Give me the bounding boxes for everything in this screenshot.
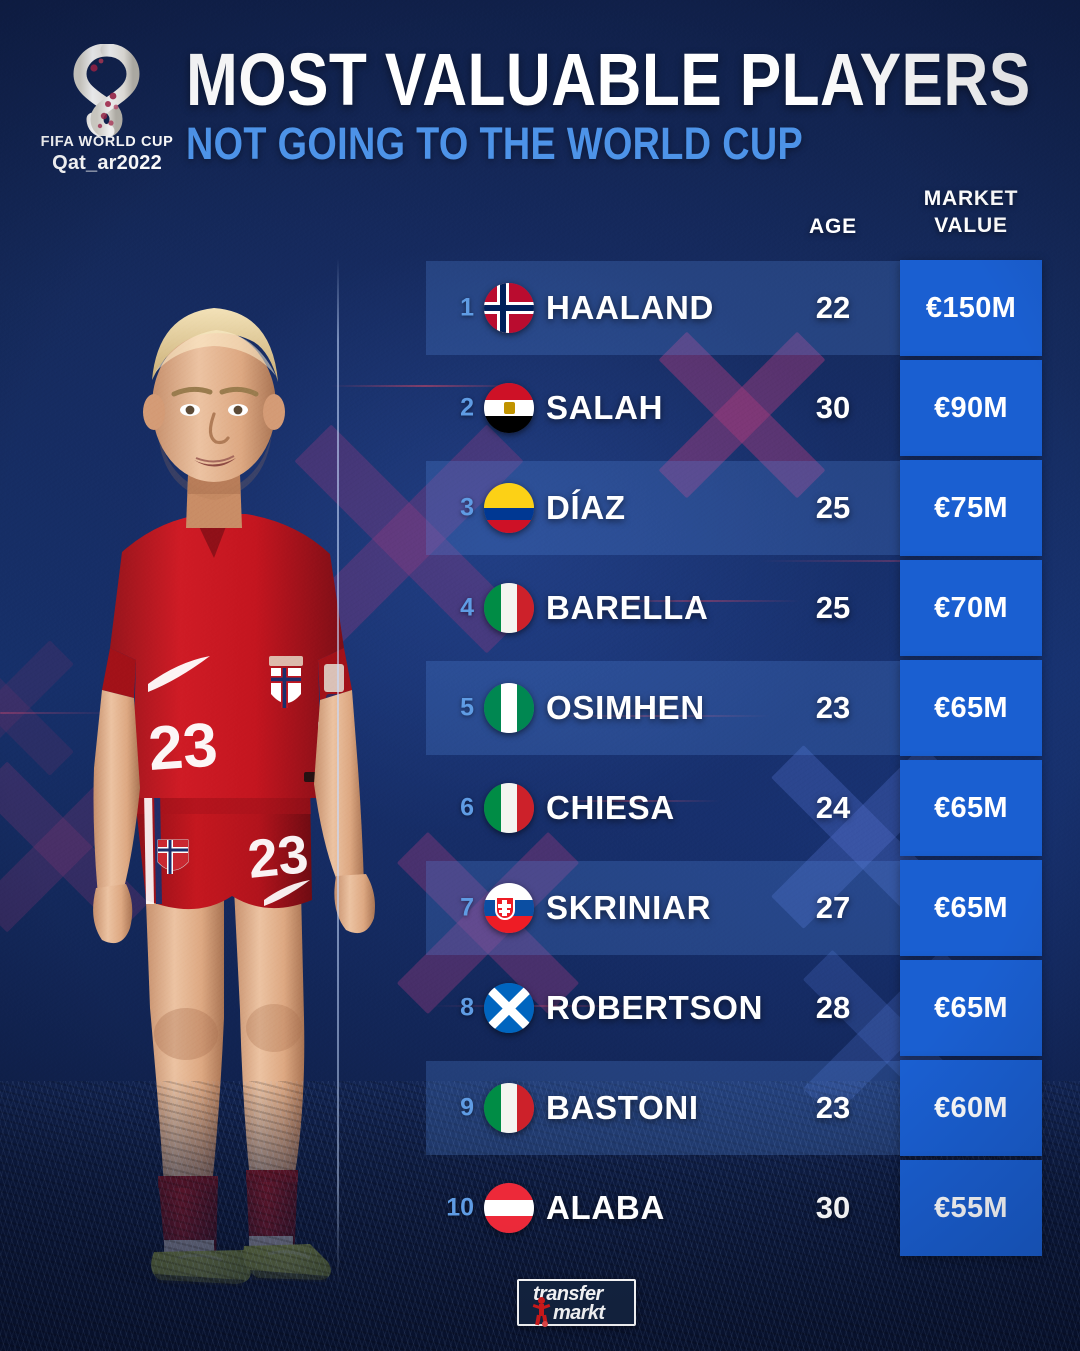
infographic-canvas: 23 23 xyxy=(0,0,1080,1351)
vignette-overlay xyxy=(0,0,1080,1351)
